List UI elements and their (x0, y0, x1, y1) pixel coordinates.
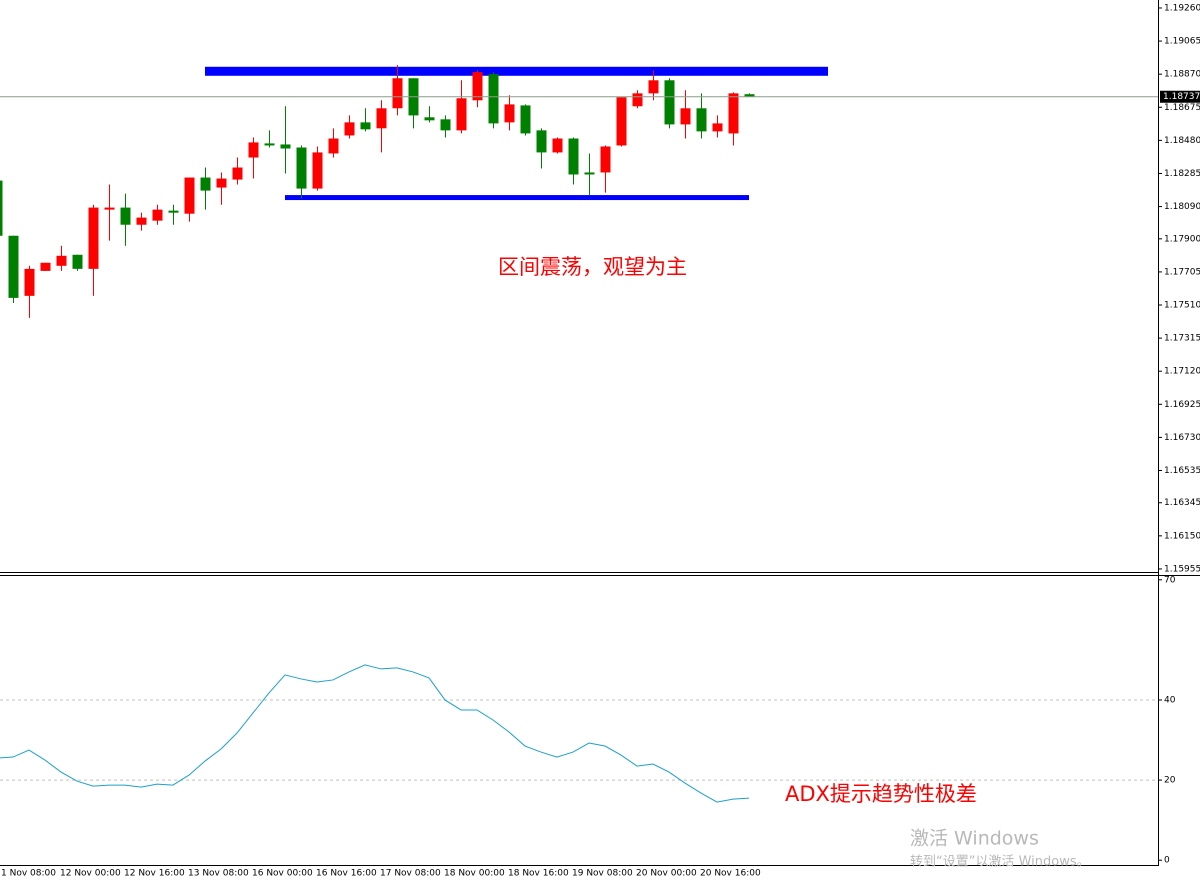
candle-body (232, 167, 243, 180)
candle-body (0, 180, 3, 236)
x-tick-label: 20 Nov 00:00 (636, 869, 697, 879)
candle-body (376, 108, 387, 129)
y-tick-label: 1.15955 (1164, 564, 1200, 574)
candle-body (344, 122, 355, 136)
y-tick-label: 1.18285 (1164, 169, 1200, 179)
candle-body (216, 178, 227, 188)
candle-body (536, 130, 547, 153)
y-tick-label: 1.16345 (1164, 498, 1200, 508)
y-tick-label: 1.17510 (1164, 301, 1200, 311)
current-price-label: 1.18737 (1163, 92, 1200, 102)
candle-body (296, 147, 307, 189)
y-tick-label: 1.18480 (1164, 136, 1200, 146)
candle-body (200, 177, 211, 191)
candle-body (680, 108, 691, 125)
y-tick-label: 0 (1164, 856, 1170, 866)
candle-body (648, 80, 659, 94)
candle-body (568, 138, 579, 175)
candle-body (328, 138, 339, 154)
watermark-subtitle: 转到“设置”以激活 Windows。 (910, 855, 1090, 870)
annotation: ADX提示趋势性极差 (785, 782, 977, 806)
candle-body (312, 152, 323, 189)
candle-body (472, 72, 483, 101)
candle-body (632, 93, 643, 107)
candle-body (440, 119, 451, 131)
y-tick-label: 1.16925 (1164, 400, 1200, 410)
candle-body (264, 143, 275, 146)
candle-body (168, 210, 179, 213)
candle-body (744, 94, 755, 97)
level-line (285, 195, 749, 201)
candle-body (72, 254, 83, 269)
y-tick-label: 40 (1164, 695, 1176, 705)
candle-body (104, 207, 115, 210)
x-tick-label: 1 Nov 08:00 (1, 869, 56, 879)
candle-body (552, 138, 563, 153)
candle-body (88, 207, 99, 269)
x-tick-label: 12 Nov 16:00 (124, 869, 185, 879)
candle-body (280, 144, 291, 149)
candle-body (8, 235, 19, 298)
candle-body (392, 78, 403, 109)
candle-body (504, 104, 515, 123)
candle-body (424, 117, 435, 121)
candle-body (456, 98, 467, 131)
candle-body (56, 255, 67, 266)
annotation: 区间震荡，观望为主 (498, 255, 687, 279)
candle-body (360, 122, 371, 130)
y-tick-label: 1.16150 (1164, 531, 1200, 541)
y-tick-label: 1.16535 (1164, 466, 1200, 476)
candle-body (136, 217, 147, 225)
watermark-title: 激活 Windows (910, 828, 1039, 850)
y-tick-label: 20 (1164, 776, 1176, 786)
level-line (205, 66, 828, 76)
candle-body (488, 74, 499, 124)
candle-body (664, 80, 675, 125)
candle-body (712, 123, 723, 132)
candle-body (584, 172, 595, 175)
y-tick-label: 1.18675 (1164, 103, 1200, 113)
y-tick-label: 1.18090 (1164, 202, 1200, 212)
y-tick-label: 1.17315 (1164, 334, 1200, 344)
x-tick-label: 19 Nov 08:00 (572, 869, 633, 879)
x-tick-label: 16 Nov 00:00 (252, 869, 313, 879)
y-tick-label: 1.19260 (1164, 3, 1200, 13)
y-tick-label: 70 (1164, 575, 1176, 585)
y-tick-label: 1.17120 (1164, 367, 1200, 377)
candle-body (728, 93, 739, 134)
y-tick-label: 1.17705 (1164, 267, 1200, 277)
candle-body (24, 268, 35, 296)
x-tick-label: 17 Nov 08:00 (380, 869, 441, 879)
y-tick-label: 1.19065 (1164, 37, 1200, 47)
candle-body (40, 262, 51, 271)
current-price-box (1160, 90, 1200, 103)
candle-body (184, 177, 195, 214)
x-tick-label: 18 Nov 16:00 (508, 869, 569, 879)
x-tick-label: 12 Nov 00:00 (60, 869, 121, 879)
x-tick-label: 13 Nov 08:00 (188, 869, 249, 879)
candle-body (616, 97, 627, 146)
adx-line (0, 664, 750, 803)
x-tick-label: 20 Nov 16:00 (700, 869, 761, 879)
x-tick-label: 18 Nov 00:00 (444, 869, 505, 879)
candle-body (248, 142, 259, 158)
y-tick-label: 1.18870 (1164, 70, 1200, 80)
candle-body (600, 146, 611, 173)
x-tick-label: 16 Nov 16:00 (316, 869, 377, 879)
candle-body (120, 207, 131, 225)
candle-body (152, 209, 163, 221)
y-tick-label: 1.16730 (1164, 433, 1200, 443)
y-tick-label: 1.17900 (1164, 234, 1200, 244)
candle-body (520, 105, 531, 134)
candle-body (696, 108, 707, 132)
